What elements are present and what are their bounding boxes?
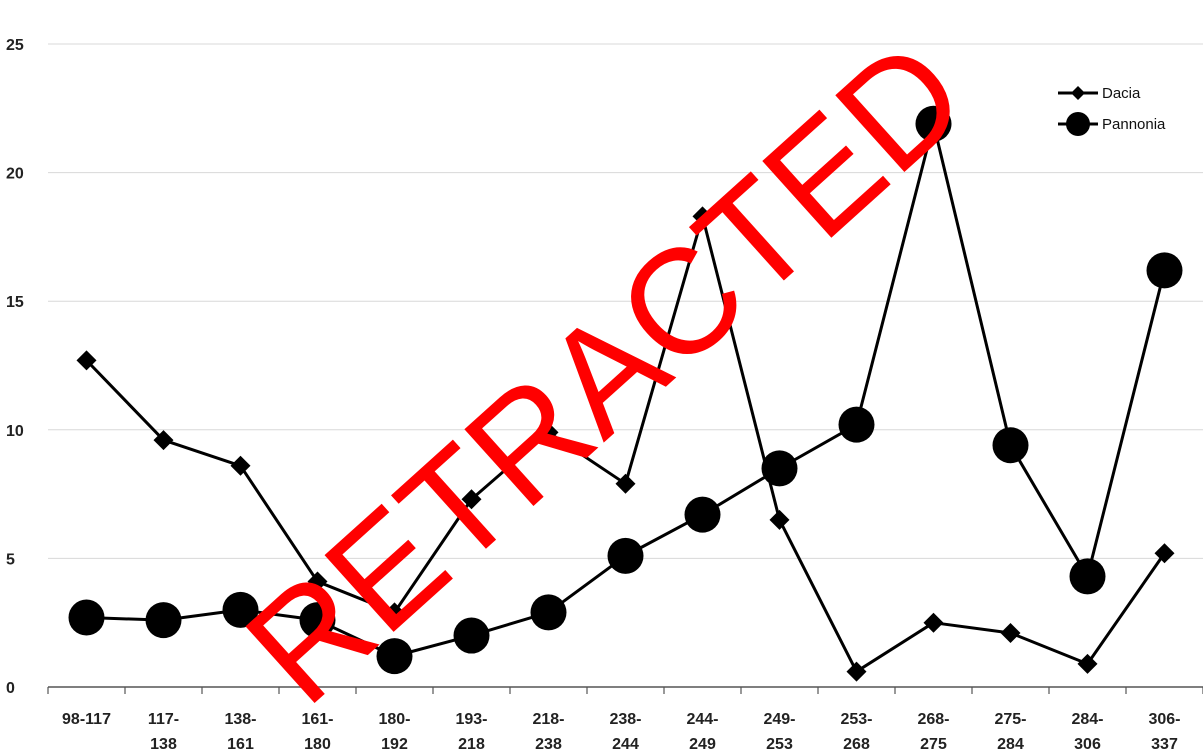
data-point-pannonia [1069, 558, 1106, 595]
y-tick-label: 25 [6, 37, 24, 54]
x-tick-label: 306- 337 [1148, 711, 1180, 753]
x-tick-label: 244- 249 [686, 711, 718, 753]
legend-item-pannonia: Pannonia [1058, 112, 1166, 136]
data-point-dacia [538, 422, 559, 443]
x-tick-label-line: 284 [997, 736, 1024, 753]
x-tick-label-line: 238 [535, 736, 562, 753]
x-tick-label: 275- 284 [994, 711, 1026, 753]
data-point-pannonia [1146, 252, 1183, 289]
x-tick-label-line: 193- [455, 711, 487, 728]
x-tick-label: 284- 306 [1071, 711, 1103, 753]
data-point-dacia [846, 661, 867, 682]
x-tick-label: 238- 244 [609, 711, 641, 753]
x-tick-label: 218- 238 [532, 711, 564, 753]
data-point-pannonia [530, 594, 567, 631]
x-tick-label: 193- 218 [455, 711, 487, 753]
y-axis-tick-labels: 0 5 10 15 20 25 [6, 37, 24, 697]
y-tick-label: 15 [6, 294, 24, 311]
data-point-dacia [153, 430, 174, 451]
x-tick-label-line: 249- [763, 711, 795, 728]
data-point-dacia [692, 206, 713, 227]
data-point-pannonia [145, 602, 182, 639]
x-tick-label-line: 138- [224, 711, 256, 728]
watermark-layer: RETRACTED [215, 8, 996, 735]
series-layer [68, 105, 1183, 682]
data-point-dacia [1154, 543, 1175, 564]
retracted-watermark: RETRACTED [215, 8, 996, 735]
data-point-pannonia [68, 599, 105, 636]
x-tick-label-line: 161 [227, 736, 254, 753]
legend-label: Dacia [1102, 85, 1141, 102]
data-point-pannonia [761, 450, 798, 487]
x-tick-label-line: 306 [1074, 736, 1101, 753]
data-point-dacia [615, 473, 636, 494]
data-point-pannonia [299, 602, 336, 639]
data-point-pannonia [838, 406, 875, 443]
legend-diamond-icon [1071, 86, 1085, 100]
x-tick-label-line: 117- [148, 711, 179, 728]
data-point-dacia [1000, 622, 1021, 643]
data-point-dacia [923, 612, 944, 633]
x-tick-label-line: 98-117 [62, 711, 111, 728]
x-tick-label-line: 306- [1148, 711, 1180, 728]
x-tick-label-line: 275 [920, 736, 947, 753]
legend-item-dacia: Dacia [1058, 85, 1141, 102]
x-tick-label: 161- 180 [301, 711, 333, 753]
x-tick-label: 138- 161 [224, 711, 256, 753]
x-axis-tick-labels: 98-117 117- 138 138- 161 161- 180 180- 192 193- 21… [62, 711, 1180, 753]
x-tick-label-line: 192 [381, 736, 408, 753]
y-tick-label: 0 [6, 680, 15, 697]
y-tick-label: 10 [6, 423, 24, 440]
x-tick-label: 98-117 [62, 711, 111, 728]
x-tick-label: 249- 253 [763, 711, 795, 753]
data-point-dacia [230, 455, 251, 476]
x-tick-label-line: 268 [843, 736, 870, 753]
x-tick-label-line: 180- [378, 711, 410, 728]
x-tick-label-line: 218 [458, 736, 485, 753]
data-point-dacia [461, 489, 482, 510]
x-tick-label-line: 284- [1071, 711, 1103, 728]
data-point-dacia [1077, 653, 1098, 674]
x-tick-label: 117- 138 [148, 711, 179, 753]
legend: Dacia Pannonia [1058, 85, 1166, 136]
data-point-pannonia [992, 427, 1029, 464]
x-tick-label-line: 161- [301, 711, 333, 728]
x-tick-label-line: 244- [686, 711, 718, 728]
data-point-dacia [384, 602, 405, 623]
data-point-dacia [769, 509, 790, 530]
x-tick-label-line: 337 [1151, 736, 1178, 753]
x-tick-label: 180- 192 [378, 711, 410, 753]
data-point-pannonia [453, 617, 490, 654]
x-axis-ticks [47, 687, 1203, 694]
data-point-pannonia [376, 638, 413, 675]
legend-label: Pannonia [1102, 116, 1166, 133]
x-tick-label-line: 244 [612, 736, 639, 753]
data-point-dacia [76, 350, 97, 371]
data-point-dacia [307, 571, 328, 592]
x-tick-label-line: 249 [689, 736, 716, 753]
x-tick-label-line: 138 [150, 736, 177, 753]
data-point-pannonia [684, 496, 721, 533]
legend-circle-icon [1066, 112, 1090, 136]
series-dacia [76, 206, 1175, 682]
x-tick-label: 268- 275 [917, 711, 949, 753]
x-tick-label-line: 238- [609, 711, 641, 728]
x-tick-label-line: 268- [917, 711, 949, 728]
x-tick-label-line: 218- [532, 711, 564, 728]
series-pannonia [68, 105, 1183, 675]
data-point-pannonia [915, 105, 952, 142]
y-tick-label: 20 [6, 166, 24, 183]
x-tick-label-line: 275- [994, 711, 1026, 728]
x-tick-label-line: 253- [840, 711, 872, 728]
x-tick-label-line: 253 [766, 736, 793, 753]
data-point-pannonia [222, 591, 259, 628]
x-tick-label: 253- 268 [840, 711, 872, 753]
x-tick-label-line: 180 [304, 736, 331, 753]
y-tick-label: 5 [6, 551, 15, 568]
data-point-pannonia [607, 537, 644, 574]
